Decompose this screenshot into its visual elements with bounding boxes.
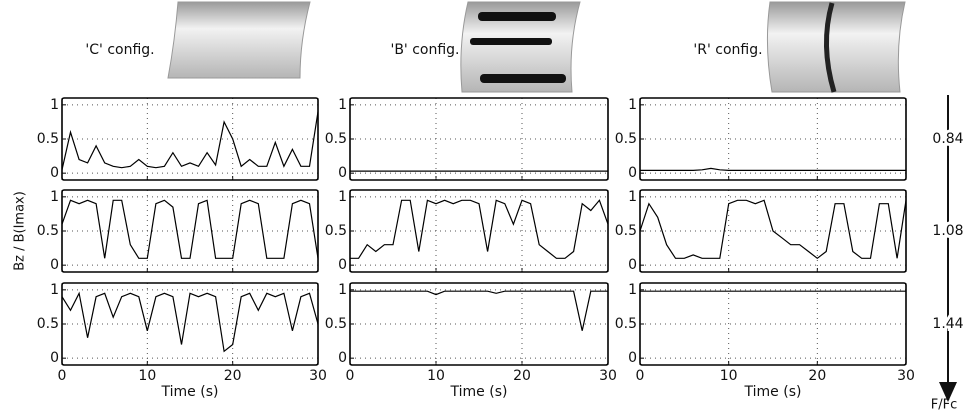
plot-frame bbox=[639, 97, 907, 181]
y-tick-label: 0 bbox=[50, 350, 59, 366]
y-tick-label: 0.5 bbox=[615, 223, 637, 239]
cylinder-r bbox=[766, 1, 906, 93]
x-tick-label: 10 bbox=[427, 368, 445, 384]
x-axis-label: Time (s) bbox=[450, 384, 508, 400]
arrow-head bbox=[939, 382, 957, 402]
row-annotation: 0.84 bbox=[932, 131, 963, 147]
y-tick-label: 0 bbox=[50, 257, 59, 273]
plot-frame bbox=[61, 97, 319, 181]
y-tick-label: 1 bbox=[628, 97, 637, 113]
x-tick-label: 20 bbox=[808, 368, 826, 384]
y-tick-label: 1 bbox=[50, 97, 59, 113]
plot-frame bbox=[639, 189, 907, 273]
plot-frame bbox=[639, 282, 907, 366]
plot-frame bbox=[349, 97, 609, 181]
column-title: 'C' config. bbox=[85, 42, 154, 58]
y-tick-label: 0.5 bbox=[325, 131, 347, 147]
y-tick-label: 0.5 bbox=[37, 316, 59, 332]
x-tick-label: 0 bbox=[636, 368, 645, 384]
y-axis-label: Bz / B(Imax) bbox=[13, 191, 28, 271]
row-axis-label: F/Fc bbox=[931, 398, 957, 412]
data-line bbox=[350, 290, 608, 331]
y-tick-label: 0 bbox=[338, 257, 347, 273]
y-tick-label: 0.5 bbox=[37, 223, 59, 239]
y-tick-label: 1 bbox=[338, 282, 347, 298]
y-tick-label: 0 bbox=[338, 350, 347, 366]
x-axis-label: Time (s) bbox=[744, 384, 802, 400]
y-tick-label: 0.5 bbox=[325, 223, 347, 239]
y-tick-label: 1 bbox=[338, 97, 347, 113]
x-tick-label: 0 bbox=[346, 368, 355, 384]
x-tick-label: 20 bbox=[513, 368, 531, 384]
cylinder-c bbox=[167, 1, 311, 79]
y-tick-label: 0 bbox=[338, 165, 347, 181]
x-tick-label: 10 bbox=[138, 368, 156, 384]
x-tick-label: 30 bbox=[309, 368, 327, 384]
x-axis-label: Time (s) bbox=[161, 384, 219, 400]
column-title: 'R' config. bbox=[693, 42, 762, 58]
x-tick-label: 20 bbox=[224, 368, 242, 384]
y-tick-label: 0.5 bbox=[37, 131, 59, 147]
y-tick-label: 1 bbox=[628, 282, 637, 298]
y-tick-label: 0.5 bbox=[325, 316, 347, 332]
data-line bbox=[61, 111, 319, 170]
plot-frame bbox=[61, 189, 319, 273]
y-tick-label: 0 bbox=[628, 165, 637, 181]
y-tick-label: 0 bbox=[628, 257, 637, 273]
column-title: 'B' config. bbox=[390, 42, 459, 58]
data-line bbox=[639, 199, 907, 260]
plot-frame bbox=[61, 282, 319, 366]
y-tick-label: 1 bbox=[628, 189, 637, 205]
plot-frame bbox=[349, 282, 609, 366]
row-annotation: 1.44 bbox=[932, 316, 963, 332]
data-line bbox=[640, 167, 906, 171]
x-tick-label: 30 bbox=[897, 368, 915, 384]
y-tick-label: 0.5 bbox=[615, 316, 637, 332]
cylinder-b bbox=[460, 1, 581, 93]
y-tick-label: 1 bbox=[50, 189, 59, 205]
data-line bbox=[61, 199, 319, 259]
y-tick-label: 1 bbox=[50, 282, 59, 298]
plot-frame bbox=[349, 189, 609, 273]
y-tick-label: 1 bbox=[338, 189, 347, 205]
data-line bbox=[350, 199, 609, 259]
y-tick-label: 0 bbox=[628, 350, 637, 366]
x-tick-label: 0 bbox=[58, 368, 67, 384]
x-tick-label: 30 bbox=[599, 368, 617, 384]
y-tick-label: 0 bbox=[50, 165, 59, 181]
row-annotation: 1.08 bbox=[932, 223, 963, 239]
y-tick-label: 0.5 bbox=[615, 131, 637, 147]
data-line bbox=[61, 291, 319, 353]
x-tick-label: 10 bbox=[720, 368, 738, 384]
